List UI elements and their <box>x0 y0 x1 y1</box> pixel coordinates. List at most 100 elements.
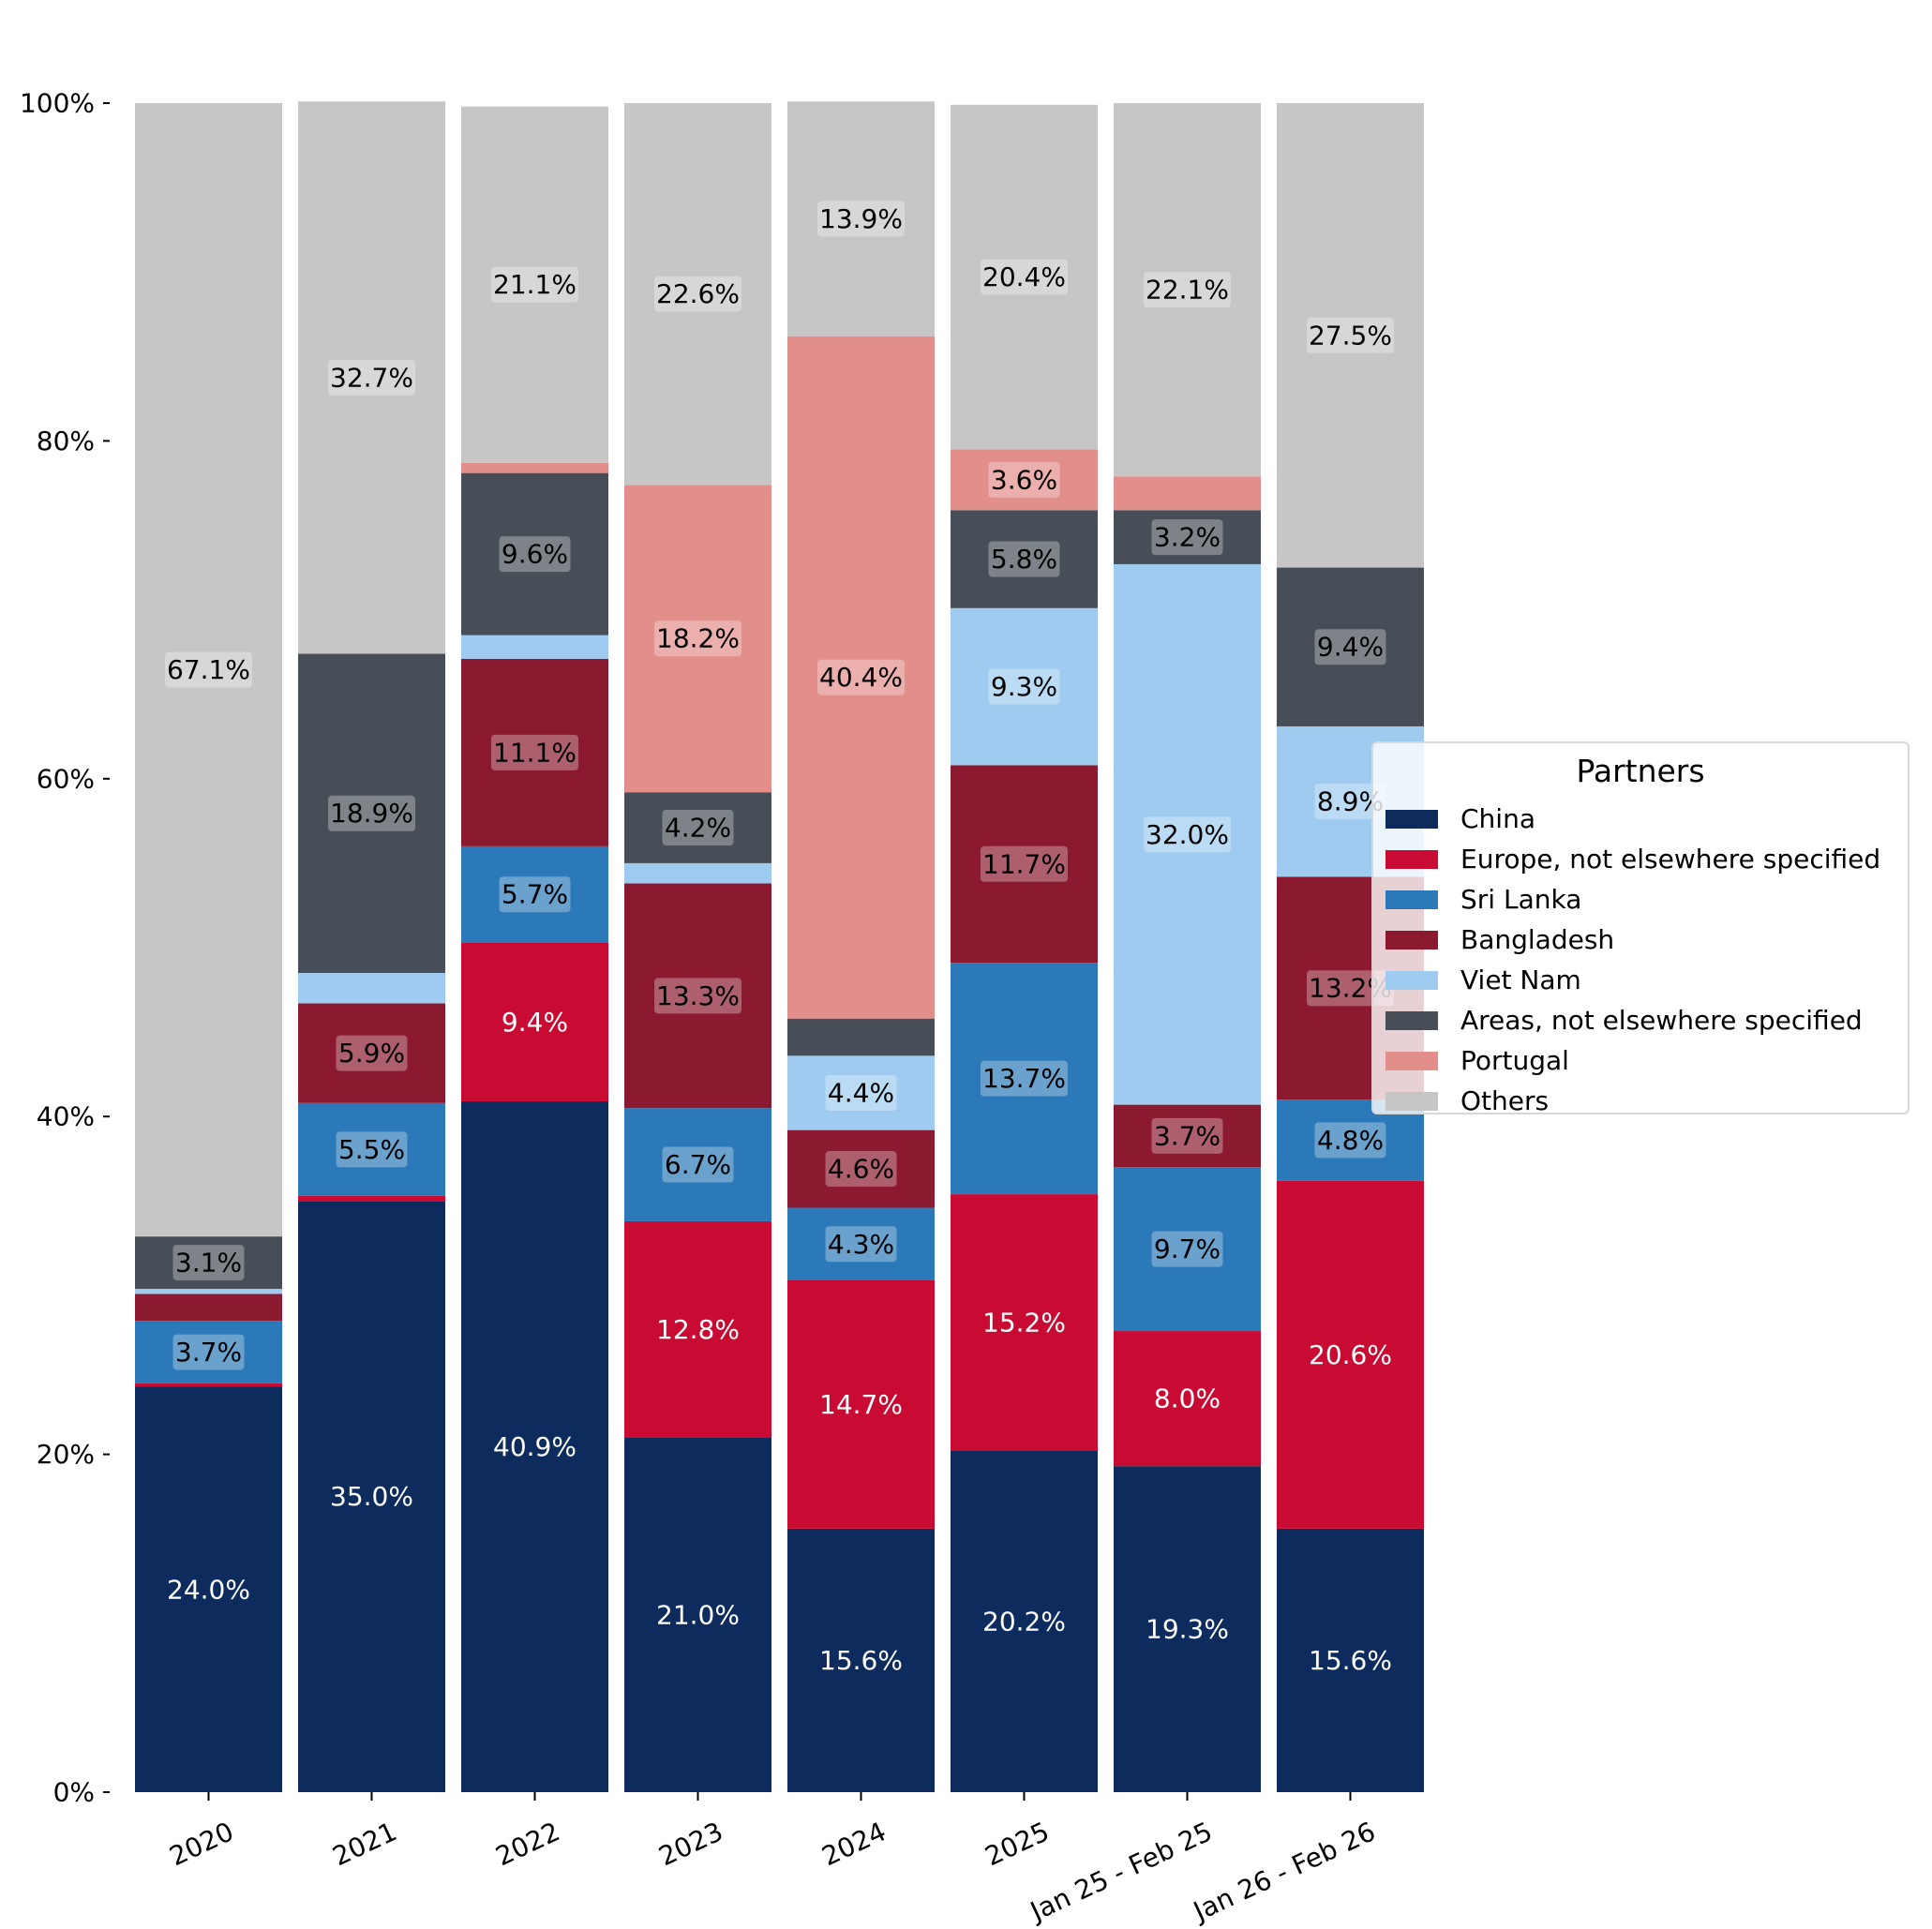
segment-label-0-7: 15.6% <box>1309 1645 1392 1676</box>
segment-label-7-4: 13.9% <box>817 201 905 237</box>
segment-label-3-6: 3.7% <box>1151 1117 1223 1154</box>
segment-label-box <box>654 978 741 1014</box>
segment-label-text: 4.3% <box>828 1229 894 1260</box>
y-tick-label: 0% <box>53 1777 95 1808</box>
bar-segment-1-2 <box>461 942 608 1101</box>
segment-label-box <box>165 651 252 688</box>
segment-label-0-1: 35.0% <box>330 1481 413 1512</box>
bar-segment-3-0 <box>135 1293 282 1322</box>
segment-label-1-5: 15.2% <box>982 1308 1066 1338</box>
bar-segment-2-2 <box>461 845 608 943</box>
segment-label-7-6: 22.1% <box>1144 272 1231 308</box>
segment-label-box <box>172 1245 245 1281</box>
bar-segment-6-2 <box>461 462 608 473</box>
bar-segment-1-4 <box>787 1279 935 1529</box>
segment-label-5-2: 9.6% <box>499 536 571 573</box>
legend-title: Partners <box>1576 753 1705 789</box>
segment-label-text: 3.6% <box>991 464 1057 495</box>
bar-segment-2-3 <box>624 1108 771 1221</box>
segment-label-text: 21.0% <box>656 1599 740 1630</box>
bar-segment-2-4 <box>787 1207 935 1280</box>
bar-segment-2-6 <box>1114 1167 1261 1332</box>
bar-segment-0-5 <box>951 1450 1098 1792</box>
segment-label-7-1: 32.7% <box>328 359 415 396</box>
segment-label-5-0: 3.1% <box>172 1245 245 1281</box>
legend: Partners China Europe, not elsewhere spec… <box>1371 741 1910 1116</box>
segment-label-text: 9.4% <box>502 1007 568 1038</box>
legend-label: Areas, not elsewhere specified <box>1460 1005 1863 1036</box>
bar-segment-3-6 <box>1114 1104 1261 1168</box>
segment-label-text: 13.7% <box>982 1063 1066 1094</box>
segment-label-text: 8.0% <box>1154 1383 1221 1414</box>
segment-label-text: 27.5% <box>1309 320 1392 351</box>
segment-label-5-5: 5.8% <box>988 541 1060 577</box>
legend-swatch <box>1385 970 1438 990</box>
legend-item-3: Bangladesh <box>1373 920 1908 960</box>
bar-segment-0-3 <box>624 1437 771 1792</box>
segment-label-text: 15.2% <box>982 1308 1066 1338</box>
segment-label-box <box>654 621 741 657</box>
bar-segment-1-1 <box>298 1195 445 1202</box>
segment-label-2-6: 9.7% <box>1151 1231 1223 1267</box>
bar-segment-0-6 <box>1114 1466 1261 1792</box>
segment-label-box <box>499 536 571 573</box>
bar-segment-4-2 <box>461 635 608 659</box>
x-tick-label: 2023 <box>654 1816 728 1872</box>
segment-label-0-0: 24.0% <box>167 1574 250 1605</box>
bar-segment-1-3 <box>624 1220 771 1438</box>
legend-item-0: China <box>1373 799 1908 839</box>
segment-label-text: 15.6% <box>819 1645 903 1676</box>
bar-segment-3-3 <box>624 883 771 1109</box>
segment-label-box <box>336 1131 408 1168</box>
segment-label-text: 5.8% <box>991 544 1057 575</box>
segment-label-text: 4.8% <box>1317 1125 1384 1156</box>
segment-label-box <box>988 668 1060 705</box>
segment-label-5-3: 4.2% <box>662 810 734 846</box>
segment-label-7-5: 20.4% <box>981 259 1068 295</box>
segment-label-text: 9.7% <box>1154 1234 1221 1264</box>
segment-label-0-5: 20.2% <box>982 1606 1066 1637</box>
bar-segment-1-5 <box>951 1194 1098 1451</box>
segment-label-text: 14.7% <box>819 1389 903 1420</box>
x-tick-label: 2025 <box>981 1816 1055 1872</box>
segment-label-box <box>491 734 578 770</box>
legend-label: Europe, not elsewhere specified <box>1460 844 1881 875</box>
bar-segment-7-7 <box>1277 103 1424 568</box>
segment-label-0-4: 15.6% <box>819 1645 903 1676</box>
segment-label-box <box>1307 317 1394 353</box>
segment-label-text: 5.5% <box>338 1134 405 1165</box>
segment-label-0-6: 19.3% <box>1146 1614 1229 1645</box>
segment-label-box <box>662 1146 734 1183</box>
x-tick-label: Jan 25 - Feb 25 <box>1024 1816 1217 1927</box>
legend-swatch <box>1385 890 1438 909</box>
y-axis: 0% 20% 40% 60% 80% 100% <box>20 88 110 1808</box>
bar-segment-6-4 <box>787 336 935 1019</box>
segment-label-box <box>1151 519 1223 556</box>
segment-label-box <box>336 1035 408 1071</box>
segment-label-text: 3.7% <box>175 1337 242 1368</box>
bar-segment-7-6 <box>1114 103 1261 477</box>
bar-segment-7-0 <box>135 103 282 1237</box>
bar-segment-5-0 <box>135 1236 282 1290</box>
bar-segment-0-7 <box>1277 1528 1424 1792</box>
x-tick-label: 2022 <box>491 1816 565 1872</box>
segment-label-box <box>172 1334 245 1370</box>
segment-label-0-3: 21.0% <box>656 1599 740 1630</box>
bar-segment-5-1 <box>298 653 445 974</box>
y-tick-label: 60% <box>37 763 95 794</box>
legend-swatch <box>1385 809 1438 829</box>
segment-label-text: 19.3% <box>1146 1614 1229 1645</box>
segment-label-text: 3.7% <box>1154 1120 1221 1151</box>
segment-label-text: 3.2% <box>1154 522 1221 553</box>
bar-segment-0-1 <box>298 1201 445 1792</box>
segment-label-2-7: 4.8% <box>1314 1122 1386 1159</box>
segment-label-5-6: 3.2% <box>1151 519 1223 556</box>
segment-label-text: 67.1% <box>167 654 250 685</box>
bars-layer <box>135 101 1424 1792</box>
segment-label-box <box>988 541 1060 577</box>
legend-label: Viet Nam <box>1460 964 1581 995</box>
segment-label-5-1: 18.9% <box>328 795 415 831</box>
segment-label-text: 6.7% <box>665 1149 731 1180</box>
segment-label-box <box>1314 629 1386 665</box>
